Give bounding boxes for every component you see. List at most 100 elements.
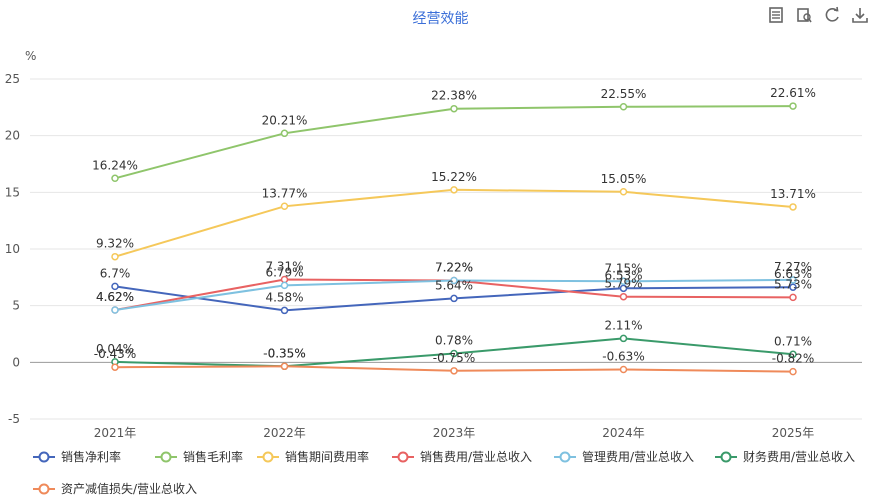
legend-marker xyxy=(160,451,172,463)
data-label: 7.15% xyxy=(604,261,642,275)
data-label: -0.35% xyxy=(263,346,305,360)
data-label: 4.62% xyxy=(96,290,134,304)
data-point[interactable] xyxy=(789,203,797,211)
y-tick-label: 15 xyxy=(5,185,20,199)
legend-item[interactable]: 管理费用/营业总收入 xyxy=(554,449,694,464)
legend-label: 销售期间费用率 xyxy=(285,449,369,464)
data-point[interactable] xyxy=(619,334,628,343)
data-point[interactable] xyxy=(111,363,119,371)
data-label: 6.7% xyxy=(100,266,131,280)
y-axis: -5 0 5 10 15 20 25% xyxy=(5,49,37,426)
data-point[interactable] xyxy=(789,102,797,110)
legend-marker xyxy=(397,451,409,463)
data-label: 7.31% xyxy=(265,259,303,273)
data-label: 13.77% xyxy=(262,186,308,200)
legend-item[interactable]: 资产减值损失/营业总收入 xyxy=(33,481,197,496)
data-label: 0.04% xyxy=(96,342,134,356)
data-point[interactable] xyxy=(111,252,119,261)
data-point[interactable] xyxy=(450,186,458,194)
data-label: 5.73% xyxy=(774,277,812,291)
data-label: 15.05% xyxy=(601,172,647,186)
series-layer xyxy=(111,102,797,376)
x-tick-label: 2024年 xyxy=(602,426,645,440)
data-label: -0.82% xyxy=(772,352,814,366)
x-tick-label: 2023年 xyxy=(433,426,476,440)
refresh-icon[interactable] xyxy=(823,6,841,24)
restore-icon[interactable] xyxy=(795,6,813,24)
data-point[interactable] xyxy=(789,283,797,291)
legend-label: 销售费用/营业总收入 xyxy=(420,449,532,464)
legend-label: 销售净利率 xyxy=(61,449,121,464)
data-point[interactable] xyxy=(450,276,458,285)
x-axis: 2021年 2022年 2023年 2024年 2025年 xyxy=(94,426,815,440)
data-label: -0.63% xyxy=(602,349,644,363)
data-point[interactable] xyxy=(789,350,797,359)
data-label: 0.78% xyxy=(435,333,473,347)
y-tick-label: -5 xyxy=(8,412,20,426)
y-tick-label: 25 xyxy=(5,72,20,86)
x-tick-label: 2022年 xyxy=(263,426,306,440)
data-label: -0.75% xyxy=(433,351,475,365)
y-tick-label: 10 xyxy=(5,242,20,256)
y-tick-label: 20 xyxy=(5,129,20,143)
legend-item[interactable]: 销售费用/营业总收入 xyxy=(392,449,532,464)
data-point[interactable] xyxy=(450,349,458,358)
series-line xyxy=(114,188,794,258)
legend-label: 财务费用/营业总收入 xyxy=(743,449,855,464)
data-point[interactable] xyxy=(619,277,628,286)
data-label: 4.58% xyxy=(265,290,303,304)
data-label: 7.22% xyxy=(435,261,473,275)
data-point[interactable] xyxy=(619,284,628,293)
data-label: 2.11% xyxy=(604,318,642,332)
data-label: 16.24% xyxy=(92,158,138,172)
data-point[interactable] xyxy=(111,306,119,314)
legend: 销售净利率 销售毛利率 销售期间费用率 销售费用/营业总收入 管理费用/营业总收入 财务费… xyxy=(33,449,855,496)
legend-marker xyxy=(559,451,571,463)
legend-marker xyxy=(720,451,732,463)
data-point[interactable] xyxy=(619,292,628,301)
legend-item[interactable]: 销售期间费用率 xyxy=(257,449,369,464)
data-label: -0.35% xyxy=(263,346,305,360)
data-point[interactable] xyxy=(789,367,797,376)
legend-label: 销售毛利率 xyxy=(183,449,243,464)
data-label: 22.38% xyxy=(431,89,477,103)
y-tick-label: 0 xyxy=(12,355,20,369)
data-label: 20.21% xyxy=(262,113,308,127)
download-icon[interactable] xyxy=(851,6,869,24)
data-point[interactable] xyxy=(619,188,628,196)
data-point[interactable] xyxy=(450,104,458,113)
chart-title: 经营效能 xyxy=(412,11,469,27)
legend-marker xyxy=(262,451,274,463)
data-label: 15.22% xyxy=(431,170,477,184)
data-label: -0.43% xyxy=(94,347,136,361)
data-label: 7.27% xyxy=(774,260,812,274)
legend-item[interactable]: 销售净利率 xyxy=(33,449,121,464)
data-point[interactable] xyxy=(450,294,458,303)
data-point[interactable] xyxy=(789,276,797,284)
legend-item[interactable]: 销售毛利率 xyxy=(155,449,243,464)
data-label: 6.53% xyxy=(604,268,642,282)
legend-marker xyxy=(38,451,50,463)
data-point[interactable] xyxy=(280,202,289,211)
x-tick-label: 2025年 xyxy=(772,426,815,440)
data-point[interactable] xyxy=(280,362,289,371)
data-label: 22.55% xyxy=(601,87,647,101)
data-point[interactable] xyxy=(789,293,797,302)
data-point[interactable] xyxy=(280,129,289,138)
legend-label: 资产减值损失/营业总收入 xyxy=(61,481,197,496)
legend-item[interactable]: 财务费用/营业总收入 xyxy=(715,449,855,464)
data-view-icon[interactable] xyxy=(767,6,785,24)
data-point[interactable] xyxy=(280,281,289,290)
legend-marker xyxy=(38,483,50,495)
data-point[interactable] xyxy=(450,367,458,375)
data-point[interactable] xyxy=(111,282,119,291)
data-point[interactable] xyxy=(619,365,628,374)
grid xyxy=(30,78,862,420)
data-point[interactable] xyxy=(619,103,628,111)
y-tick-label: 5 xyxy=(12,299,20,313)
data-label: 4.62% xyxy=(96,290,134,304)
data-label: 13.71% xyxy=(770,187,816,201)
data-point[interactable] xyxy=(280,306,289,315)
data-point[interactable] xyxy=(111,174,119,183)
